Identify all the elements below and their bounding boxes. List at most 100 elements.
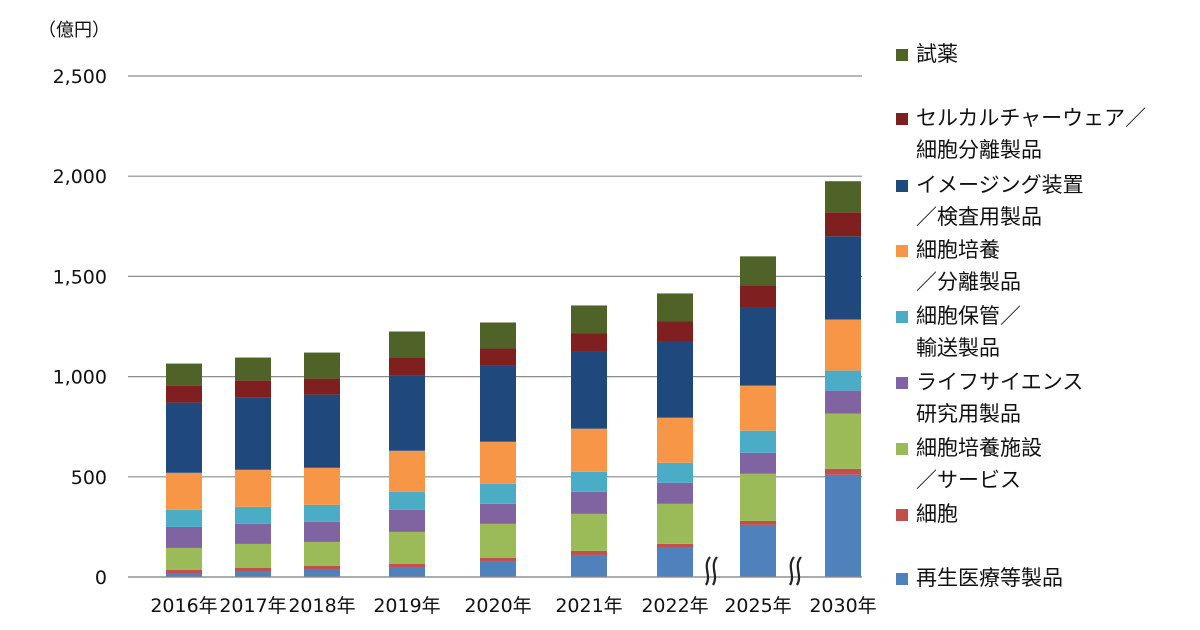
bar-segment: [825, 319, 861, 371]
bar-segment: [571, 491, 607, 514]
bar-segment: [304, 378, 340, 395]
bar-segment: [657, 293, 693, 322]
axis-break-stroke: [789, 556, 795, 586]
bar-segment: [740, 285, 776, 308]
bar-segment: [389, 375, 425, 451]
bar-segment: [235, 523, 271, 544]
legend-label: 細胞培養: [916, 238, 1000, 262]
legend-swatch-icon: [896, 180, 908, 192]
bar-segment: [304, 568, 340, 577]
bar-segment: [657, 462, 693, 483]
x-tick-label: 2022年: [641, 595, 708, 617]
y-tick-label: 0: [95, 567, 107, 589]
bar-segment: [571, 333, 607, 352]
bar-segment: [166, 572, 202, 577]
bar-segment: [657, 341, 693, 418]
x-tick-label: 2025年: [724, 595, 791, 617]
bar-segment: [304, 565, 340, 569]
legend-label-line2: 研究用製品: [916, 402, 1021, 426]
bar-segment: [166, 385, 202, 403]
bar-segment: [235, 469, 271, 507]
bar-segment: [304, 394, 340, 468]
bar-segment: [304, 467, 340, 505]
bar-segment: [657, 321, 693, 342]
bar-segment: [571, 351, 607, 429]
bar-segment: [389, 563, 425, 567]
bar-segment: [235, 397, 271, 470]
bar-segment: [235, 567, 271, 571]
bar-segment: [740, 430, 776, 453]
x-tick-label: 2030年: [809, 595, 876, 617]
y-tick-label: 500: [71, 467, 107, 489]
y-tick-label: 1,000: [53, 367, 107, 389]
bar-segment: [235, 570, 271, 577]
bar-segment: [235, 380, 271, 398]
legend-label-line2: ／サービス: [916, 468, 1021, 492]
legend-label-line2: ／検査用製品: [916, 205, 1042, 229]
axis-break-stroke: [796, 556, 802, 586]
bar-segment: [825, 212, 861, 237]
bar-segment: [657, 482, 693, 504]
legend-label: 細胞培養施設: [916, 436, 1042, 460]
bar-segment: [389, 331, 425, 358]
bar-segment: [825, 474, 861, 577]
legend-label: セルカルチャーウェア／: [916, 106, 1147, 130]
legend-swatch-icon: [896, 113, 908, 125]
bar-segment: [480, 365, 516, 442]
axis-break-icon: [789, 556, 802, 586]
legend-label: イメージング装置: [916, 173, 1084, 197]
bar-segment: [235, 357, 271, 381]
bars: [166, 181, 861, 577]
legend-swatch-icon: [896, 311, 908, 323]
bar-segment: [571, 305, 607, 334]
bar-segment: [825, 413, 861, 469]
bar-segment: [166, 363, 202, 386]
y-tick-label: 2,000: [53, 166, 107, 188]
bar-segment: [740, 385, 776, 431]
legend-label-line2: 輸送製品: [916, 336, 1000, 360]
bar-segment: [571, 554, 607, 577]
bar-segment: [235, 506, 271, 524]
bar-segment: [825, 390, 861, 414]
bar-segment: [389, 566, 425, 577]
bar-segment: [825, 468, 861, 475]
legend-label: 細胞保管／: [916, 304, 1021, 328]
bar-segment: [571, 471, 607, 492]
bar-segment: [657, 543, 693, 548]
bar-segment: [304, 504, 340, 522]
bar-segment: [740, 473, 776, 521]
bar-segment: [480, 503, 516, 524]
legend-label: 試薬: [916, 42, 958, 66]
x-tick-label: 2017年: [219, 595, 286, 617]
axis-break-stroke: [712, 556, 718, 586]
bar-segment: [480, 441, 516, 484]
bar-segment: [166, 472, 202, 510]
bar-segment: [389, 450, 425, 492]
bar-segment: [166, 526, 202, 548]
bar-segment: [166, 509, 202, 527]
bar-segment: [166, 547, 202, 570]
legend-swatch-icon: [896, 49, 908, 61]
legend-label-line2: ／分離製品: [916, 270, 1021, 294]
bar-segment: [657, 503, 693, 544]
bar-segment: [825, 181, 861, 213]
legend-swatch-icon: [896, 509, 908, 521]
y-axis-unit-label: （億円）: [38, 20, 110, 41]
bar-segment: [825, 236, 861, 320]
bar-segment: [389, 531, 425, 564]
bar-segment: [740, 520, 776, 525]
y-tick-label: 1,500: [53, 266, 107, 288]
legend-swatch-icon: [896, 245, 908, 257]
legend-swatch-icon: [896, 377, 908, 389]
legend-label: ライフサイエンス: [916, 370, 1084, 394]
bar-segment: [304, 521, 340, 542]
bar-segment: [389, 491, 425, 510]
x-tick-label: 2020年: [464, 595, 531, 617]
bar-segment: [657, 417, 693, 463]
bar-segment: [825, 370, 861, 391]
x-tick-label: 2019年: [373, 595, 440, 617]
legend-swatch-icon: [896, 443, 908, 455]
bar-segment: [480, 322, 516, 349]
